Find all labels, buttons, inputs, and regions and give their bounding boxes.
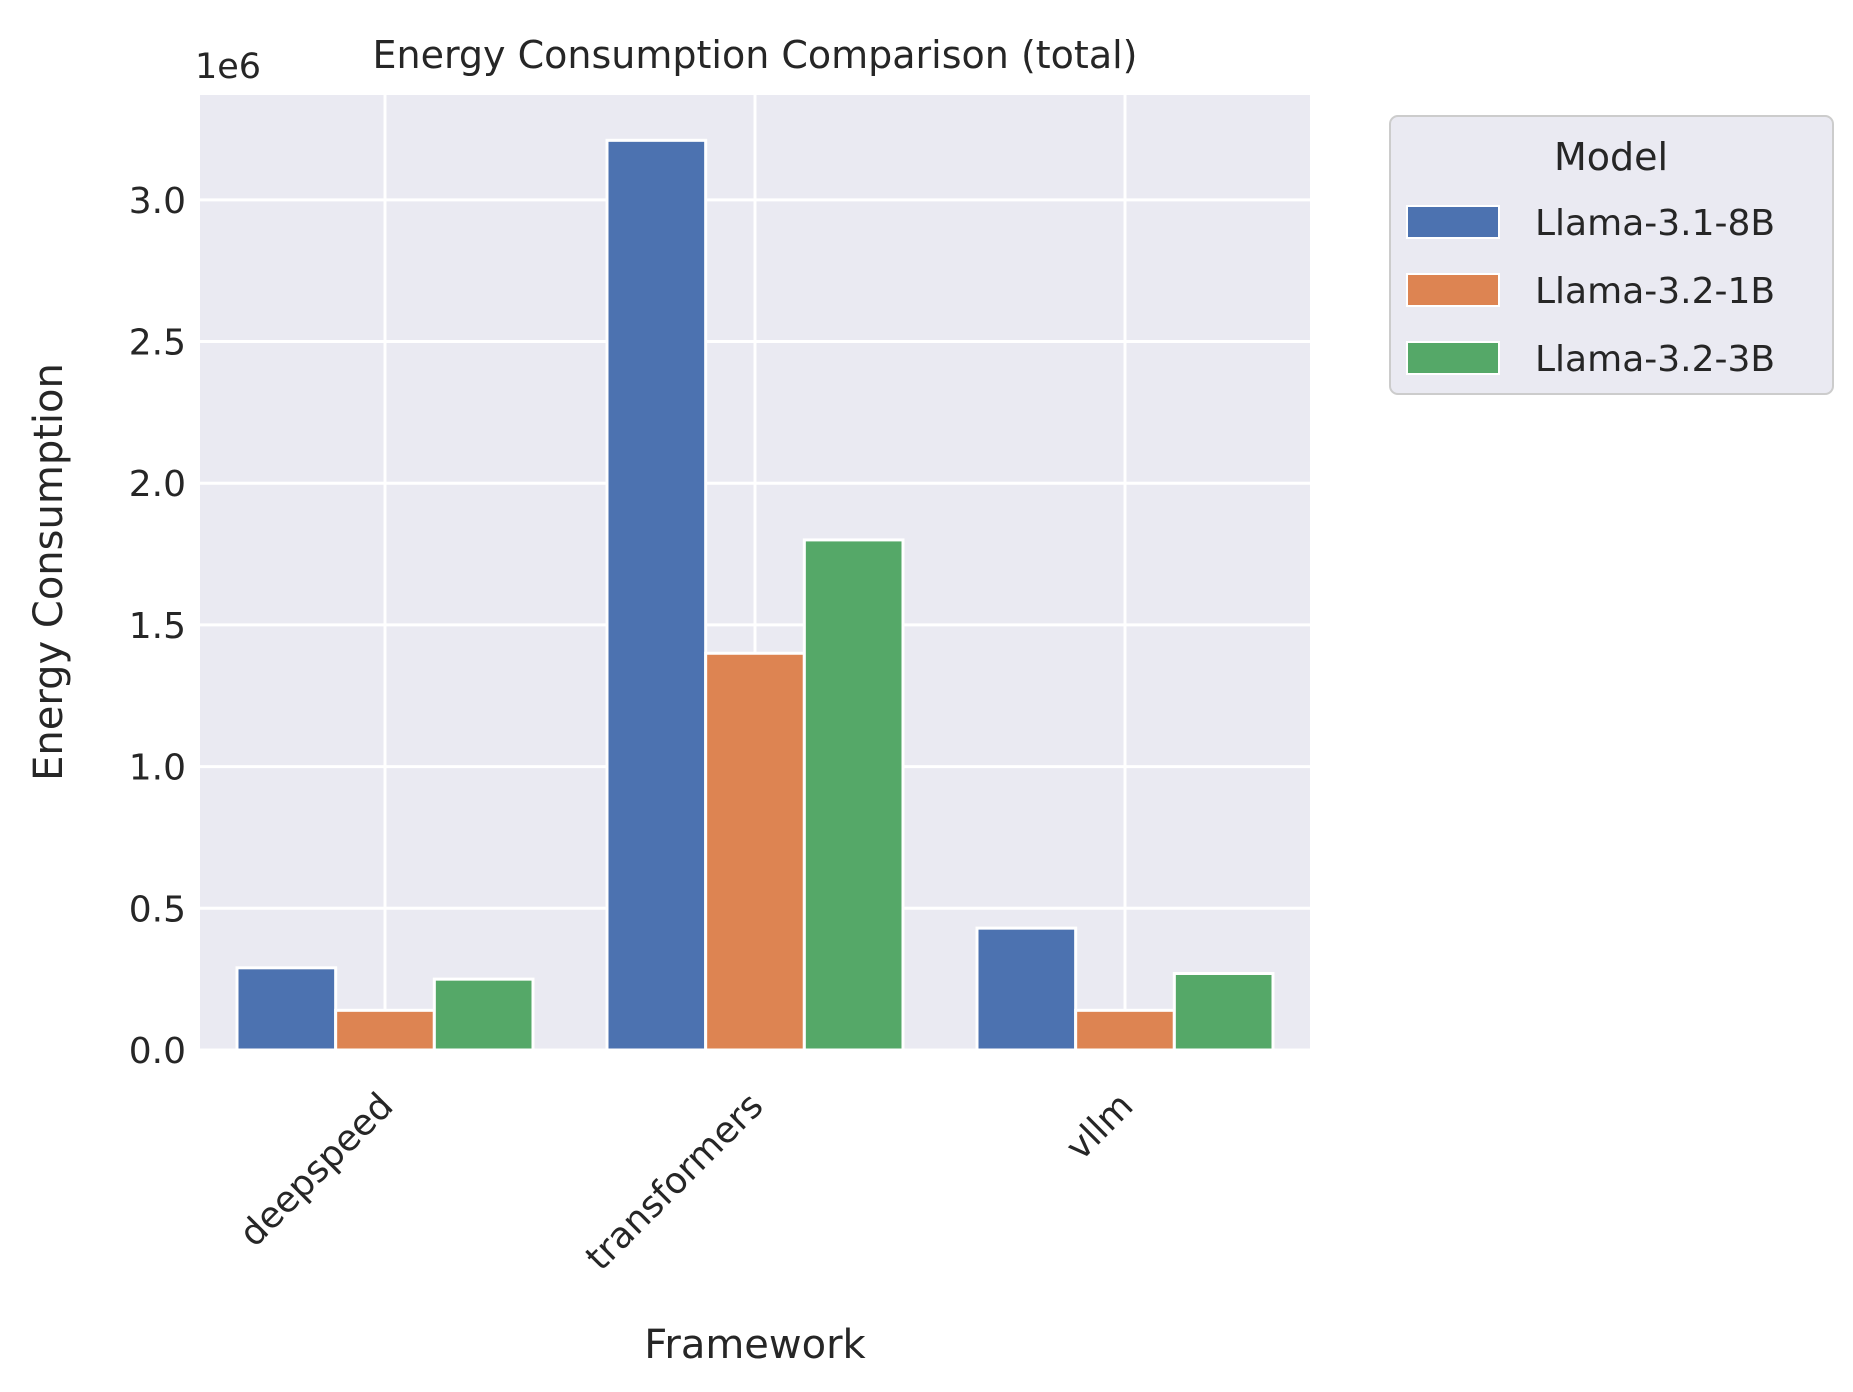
bars bbox=[235, 138, 1275, 1052]
bar-llama-3-2-1b-vllm bbox=[1074, 1008, 1176, 1052]
y-tick-label: 0.0 bbox=[129, 1031, 186, 1072]
y-offset-label: 1e6 bbox=[195, 47, 261, 87]
y-axis-label: Energy Consumption bbox=[26, 363, 72, 781]
legend-swatch bbox=[1406, 341, 1500, 375]
x-axis-label: Framework bbox=[644, 1322, 866, 1368]
legend-label: Llama-3.2-1B bbox=[1535, 271, 1775, 312]
y-tick-label: 3.0 bbox=[129, 181, 186, 222]
bar-llama-3-2-1b-deepspeed bbox=[334, 1008, 436, 1052]
chart-title: Energy Consumption Comparison (total) bbox=[372, 33, 1137, 77]
bar-llama-3-1-8b-deepspeed bbox=[235, 966, 338, 1052]
legend-swatch bbox=[1406, 273, 1500, 307]
legend: Model Llama-3.1-8B Llama-3.2-1B Llama-3.2-… bbox=[1389, 115, 1834, 395]
bar-llama-3-1-8b-transformers bbox=[605, 138, 708, 1052]
legend-box bbox=[1389, 115, 1834, 395]
y-tick-label: 2.0 bbox=[129, 464, 186, 505]
bar-llama-3-1-8b-vllm bbox=[975, 926, 1078, 1052]
bar-llama-3-2-1b-transformers bbox=[704, 651, 806, 1052]
x-tick-label: deepspeed bbox=[232, 1085, 402, 1255]
y-tick-label: 1.5 bbox=[129, 606, 186, 647]
x-tick-label: vllm bbox=[1058, 1085, 1141, 1168]
y-tick-label: 2.5 bbox=[129, 323, 186, 364]
bar-llama-3-2-3b-transformers bbox=[802, 538, 905, 1052]
legend-label: Llama-3.1-8B bbox=[1535, 203, 1775, 244]
bar-llama-3-2-3b-vllm bbox=[1172, 971, 1275, 1052]
legend-swatch bbox=[1406, 205, 1500, 239]
y-tick-label: 0.5 bbox=[129, 889, 186, 930]
legend-items: Llama-3.1-8B Llama-3.2-1B Llama-3.2-3B bbox=[1406, 203, 1775, 380]
legend-label: Llama-3.2-3B bbox=[1535, 339, 1775, 380]
x-tick-label: transformers bbox=[578, 1085, 771, 1278]
y-tick-label: 1.0 bbox=[129, 748, 186, 789]
bar-llama-3-2-3b-deepspeed bbox=[432, 977, 535, 1052]
legend-title: Model bbox=[1554, 135, 1668, 179]
